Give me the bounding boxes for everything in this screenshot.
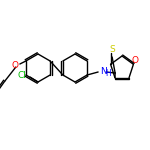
Text: H: H	[105, 69, 111, 78]
Text: Cl: Cl	[17, 70, 26, 80]
Text: O: O	[132, 56, 139, 65]
Text: O: O	[12, 60, 19, 69]
Text: S: S	[109, 45, 115, 54]
Text: N: N	[100, 66, 107, 75]
